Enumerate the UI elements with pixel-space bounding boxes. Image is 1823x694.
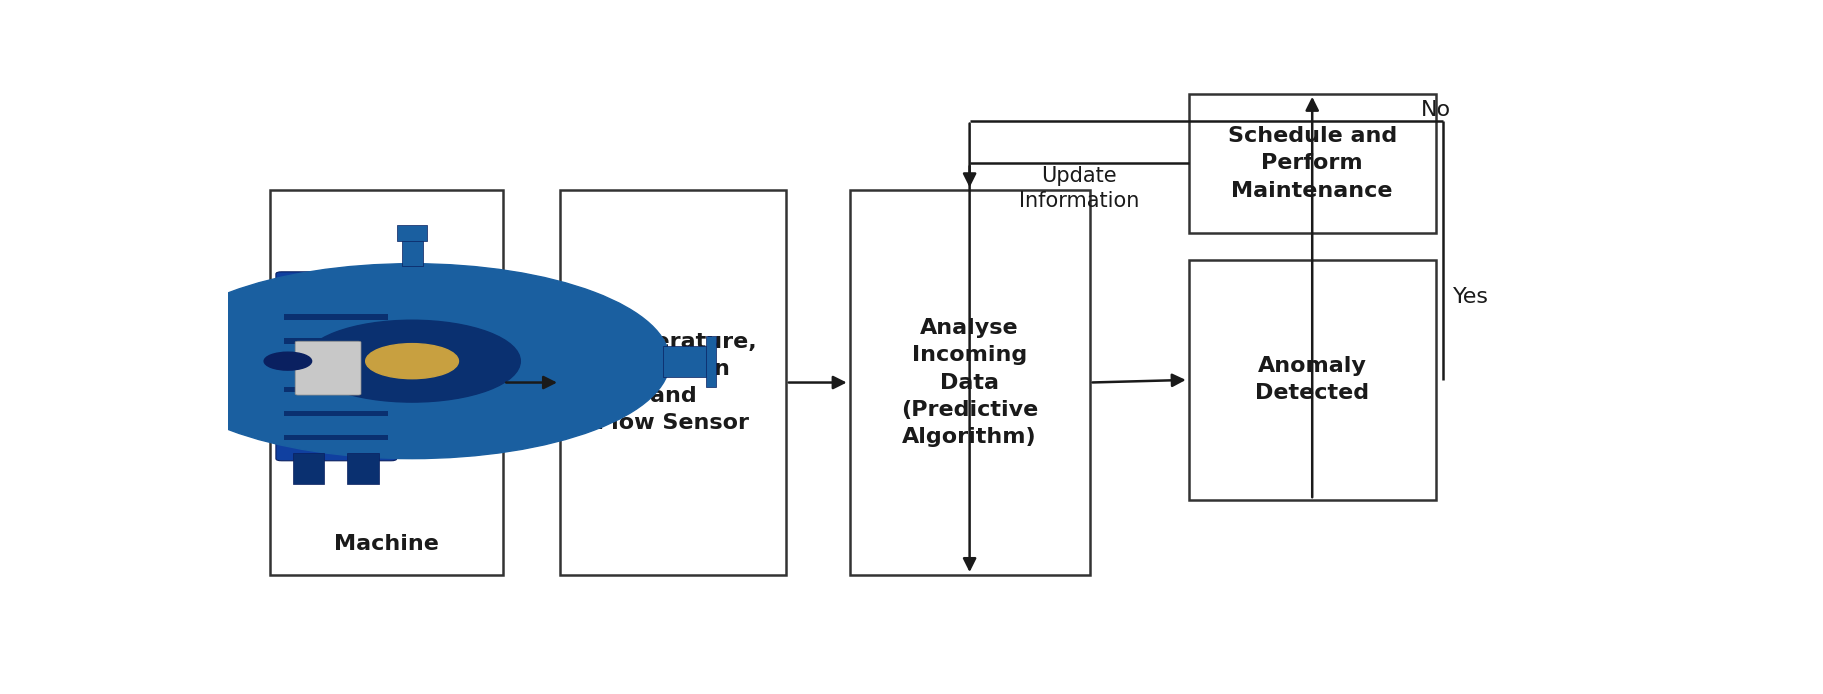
- FancyBboxPatch shape: [397, 226, 427, 241]
- FancyBboxPatch shape: [284, 362, 388, 368]
- FancyBboxPatch shape: [284, 314, 388, 320]
- FancyBboxPatch shape: [664, 346, 709, 377]
- Text: Schedule and
Perform
Maintenance: Schedule and Perform Maintenance: [1227, 126, 1396, 201]
- Text: Yes: Yes: [1453, 287, 1489, 307]
- FancyBboxPatch shape: [284, 339, 388, 344]
- FancyBboxPatch shape: [346, 453, 379, 484]
- FancyBboxPatch shape: [706, 335, 716, 387]
- FancyBboxPatch shape: [560, 190, 786, 575]
- Text: Anomaly
Detected: Anomaly Detected: [1256, 356, 1369, 403]
- Circle shape: [248, 346, 328, 377]
- FancyBboxPatch shape: [295, 341, 361, 395]
- Text: Analyse
Incoming
Data
(Predictive
Algorithm): Analyse Incoming Data (Predictive Algori…: [901, 318, 1039, 447]
- Circle shape: [155, 264, 669, 459]
- Text: Update
Information: Update Information: [1019, 166, 1139, 211]
- Circle shape: [366, 344, 458, 379]
- FancyBboxPatch shape: [284, 387, 388, 392]
- FancyBboxPatch shape: [284, 411, 388, 416]
- FancyBboxPatch shape: [292, 453, 324, 484]
- Text: No: No: [1420, 100, 1451, 119]
- FancyBboxPatch shape: [284, 434, 388, 440]
- Text: Machine: Machine: [334, 534, 439, 554]
- FancyBboxPatch shape: [850, 190, 1090, 575]
- FancyBboxPatch shape: [1189, 260, 1437, 500]
- FancyBboxPatch shape: [1189, 94, 1437, 233]
- Text: Temperature,
Vibration
and
Flow Sensor: Temperature, Vibration and Flow Sensor: [589, 332, 757, 433]
- FancyBboxPatch shape: [401, 230, 423, 266]
- Circle shape: [304, 320, 520, 402]
- FancyBboxPatch shape: [275, 272, 397, 461]
- Circle shape: [264, 352, 312, 370]
- FancyBboxPatch shape: [270, 190, 503, 575]
- FancyBboxPatch shape: [388, 339, 414, 394]
